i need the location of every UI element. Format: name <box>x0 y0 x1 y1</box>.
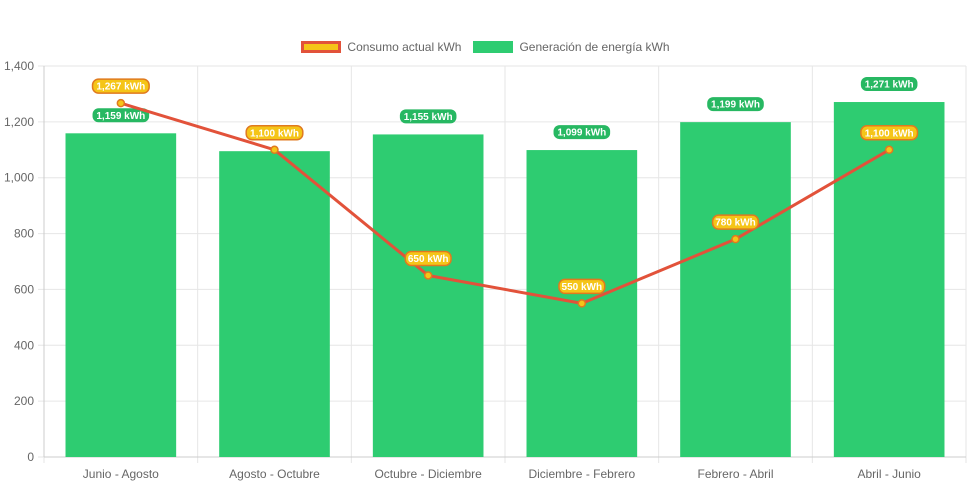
x-tick-label: Junio - Agosto <box>83 467 159 481</box>
x-tick-label: Febrero - Abril <box>697 467 773 481</box>
bar-generacion[interactable] <box>65 133 177 457</box>
legend-label-consumo: Consumo actual kWh <box>347 40 462 54</box>
legend-swatch-generacion <box>473 41 514 53</box>
bar-data-label: 1,159 kWh <box>96 111 145 122</box>
line-data-label-bg <box>404 250 452 267</box>
bar-generacion[interactable] <box>219 151 330 458</box>
bar-generacion[interactable] <box>680 122 791 458</box>
point-consumo[interactable] <box>577 299 587 308</box>
line-data-label: 1,100 kWh <box>250 128 299 139</box>
y-tick-label: 1,000 <box>4 171 34 185</box>
legend-swatch-consumo <box>301 41 342 53</box>
bar-generacion[interactable] <box>833 102 945 457</box>
line-data-label: 780 kWh <box>715 218 756 229</box>
line-data-label: 550 kWh <box>562 282 603 293</box>
point-consumo[interactable] <box>423 271 433 280</box>
y-tick-label: 0 <box>27 450 34 464</box>
x-tick-label: Agosto - Octubre <box>229 467 320 481</box>
point-consumo[interactable] <box>884 145 894 155</box>
bar-generacion[interactable] <box>372 134 484 458</box>
y-tick-label: 1,400 <box>4 59 34 73</box>
line-data-label-bg <box>91 78 150 94</box>
point-consumo[interactable] <box>731 234 740 244</box>
line-data-label: 1,267 kWh <box>96 82 145 93</box>
y-tick-label: 1,200 <box>4 115 34 129</box>
line-consumo <box>120 101 890 305</box>
legend-item-consumo[interactable]: Consumo actual kWh <box>301 40 461 54</box>
line-data-label: 1,100 kWh <box>865 128 914 139</box>
bar-data-label: 1,199 kWh <box>711 100 760 111</box>
x-tick-label: Diciembre - Febrero <box>528 467 635 481</box>
y-tick-label: 600 <box>14 282 34 296</box>
legend-label-generacion: Generación de energía kWh <box>519 40 670 54</box>
line-data-label-bg <box>558 278 606 295</box>
y-tick-label: 800 <box>14 227 34 241</box>
line-data-label-bg <box>245 125 304 141</box>
bar-data-label-bg <box>860 77 918 92</box>
bar-data-label-bg <box>399 109 457 124</box>
y-tick-label: 200 <box>14 394 34 408</box>
x-tick-label: Octubre - Diciembre <box>374 467 482 481</box>
bar-data-label-bg <box>92 108 150 123</box>
legend: Consumo actual kWh Generación de energía… <box>0 40 971 54</box>
line-data-label-bg <box>711 214 760 230</box>
bar-data-label: 1,271 kWh <box>865 80 914 91</box>
point-consumo[interactable] <box>116 98 126 108</box>
bar-data-label-bg <box>707 97 764 112</box>
line-data-label-bg <box>860 125 919 141</box>
bar-data-label-bg <box>553 125 611 140</box>
y-tick-label: 400 <box>14 338 34 352</box>
x-tick-label: Abril - Junio <box>857 467 921 481</box>
bar-data-label: 1,155 kWh <box>404 112 453 123</box>
bar-data-label: 1,099 kWh <box>557 128 606 139</box>
legend-item-generacion[interactable]: Generación de energía kWh <box>473 40 670 54</box>
point-consumo[interactable] <box>270 145 279 155</box>
line-data-label: 650 kWh <box>408 254 449 265</box>
